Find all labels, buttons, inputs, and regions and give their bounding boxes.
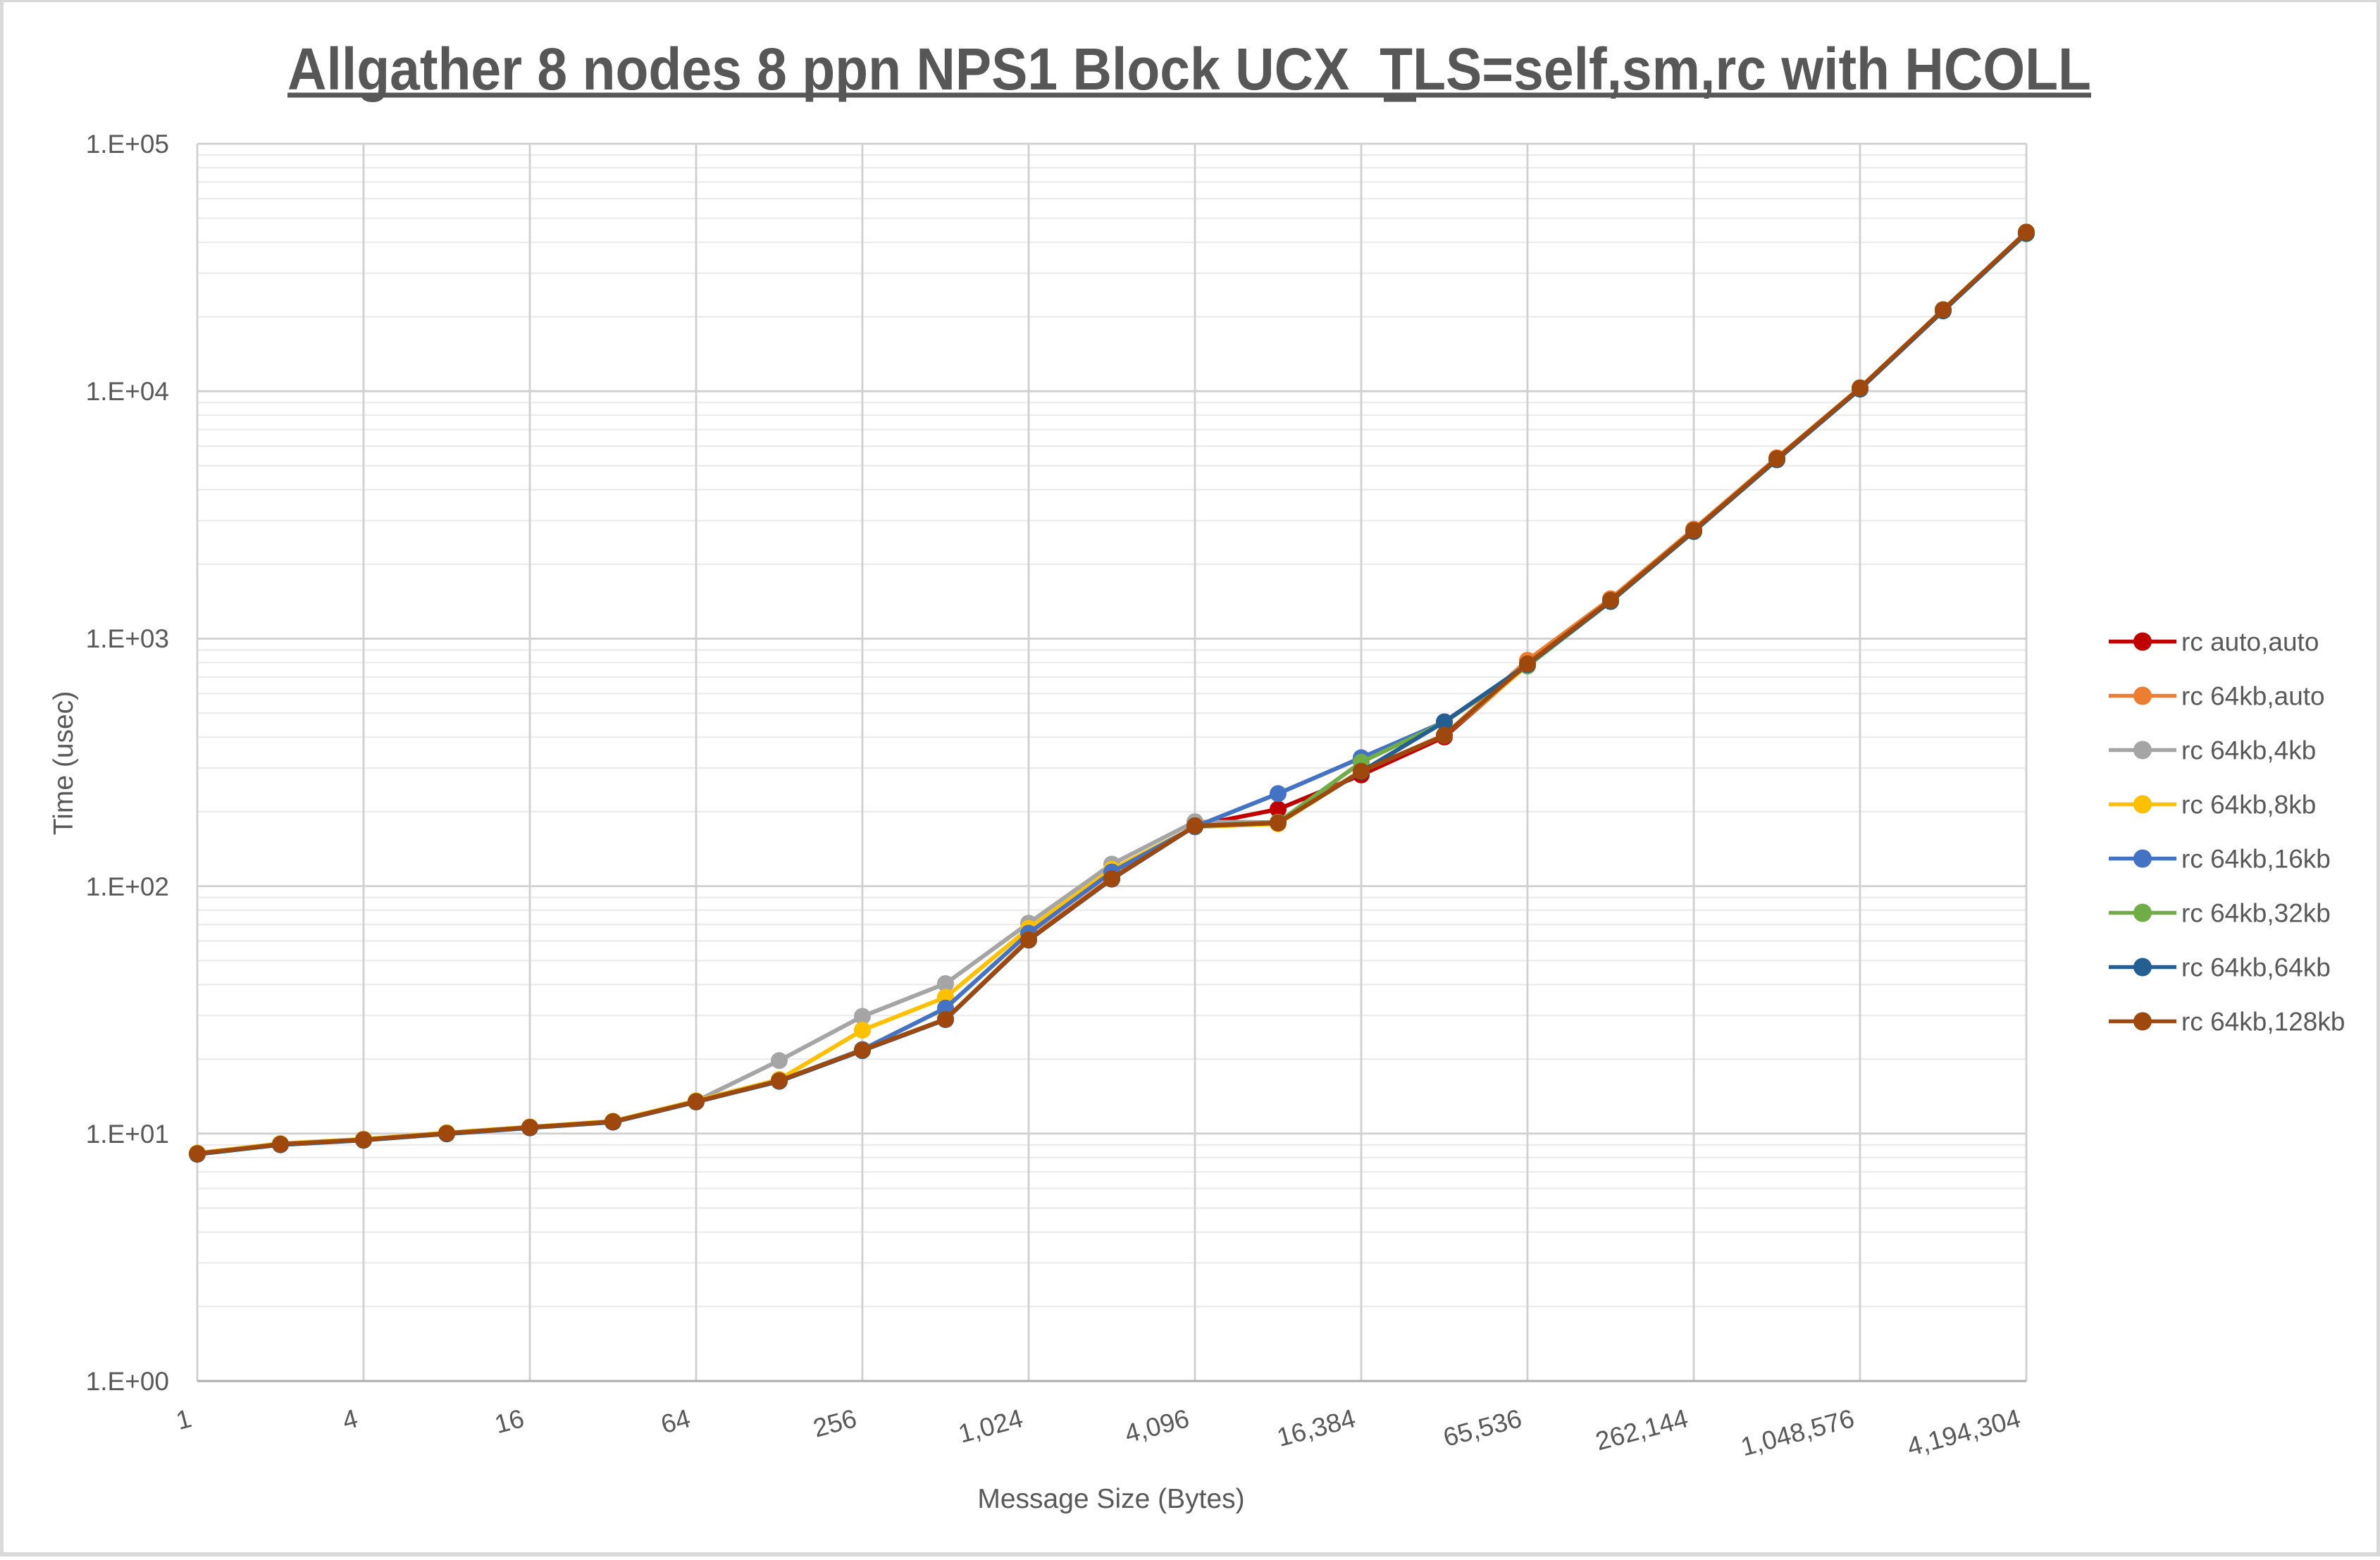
svg-text:rc 64kb,4kb: rc 64kb,4kb — [2181, 736, 2316, 765]
svg-text:1.E+02: 1.E+02 — [86, 872, 169, 901]
svg-text:rc 64kb,auto: rc 64kb,auto — [2181, 682, 2325, 711]
svg-text:Time (usec): Time (usec) — [49, 691, 79, 835]
svg-text:rc 64kb,32kb: rc 64kb,32kb — [2181, 899, 2331, 928]
svg-text:1.E+01: 1.E+01 — [86, 1120, 169, 1149]
svg-text:rc 64kb,16kb: rc 64kb,16kb — [2181, 845, 2331, 874]
svg-text:rc 64kb,128kb: rc 64kb,128kb — [2181, 1008, 2345, 1036]
svg-text:1.E+04: 1.E+04 — [86, 377, 169, 406]
svg-text:1.E+00: 1.E+00 — [86, 1367, 169, 1396]
svg-text:1.E+05: 1.E+05 — [86, 130, 169, 159]
svg-text:rc 64kb,8kb: rc 64kb,8kb — [2181, 791, 2316, 819]
svg-text:Allgather 8 nodes 8 ppn NPS1 B: Allgather 8 nodes 8 ppn NPS1 Block UCX_T… — [287, 36, 2091, 102]
svg-text:1.E+03: 1.E+03 — [86, 624, 169, 653]
svg-text:rc 64kb,64kb: rc 64kb,64kb — [2181, 953, 2331, 982]
svg-text:Message Size (Bytes): Message Size (Bytes) — [977, 1484, 1244, 1514]
svg-text:rc auto,auto: rc auto,auto — [2181, 628, 2319, 657]
